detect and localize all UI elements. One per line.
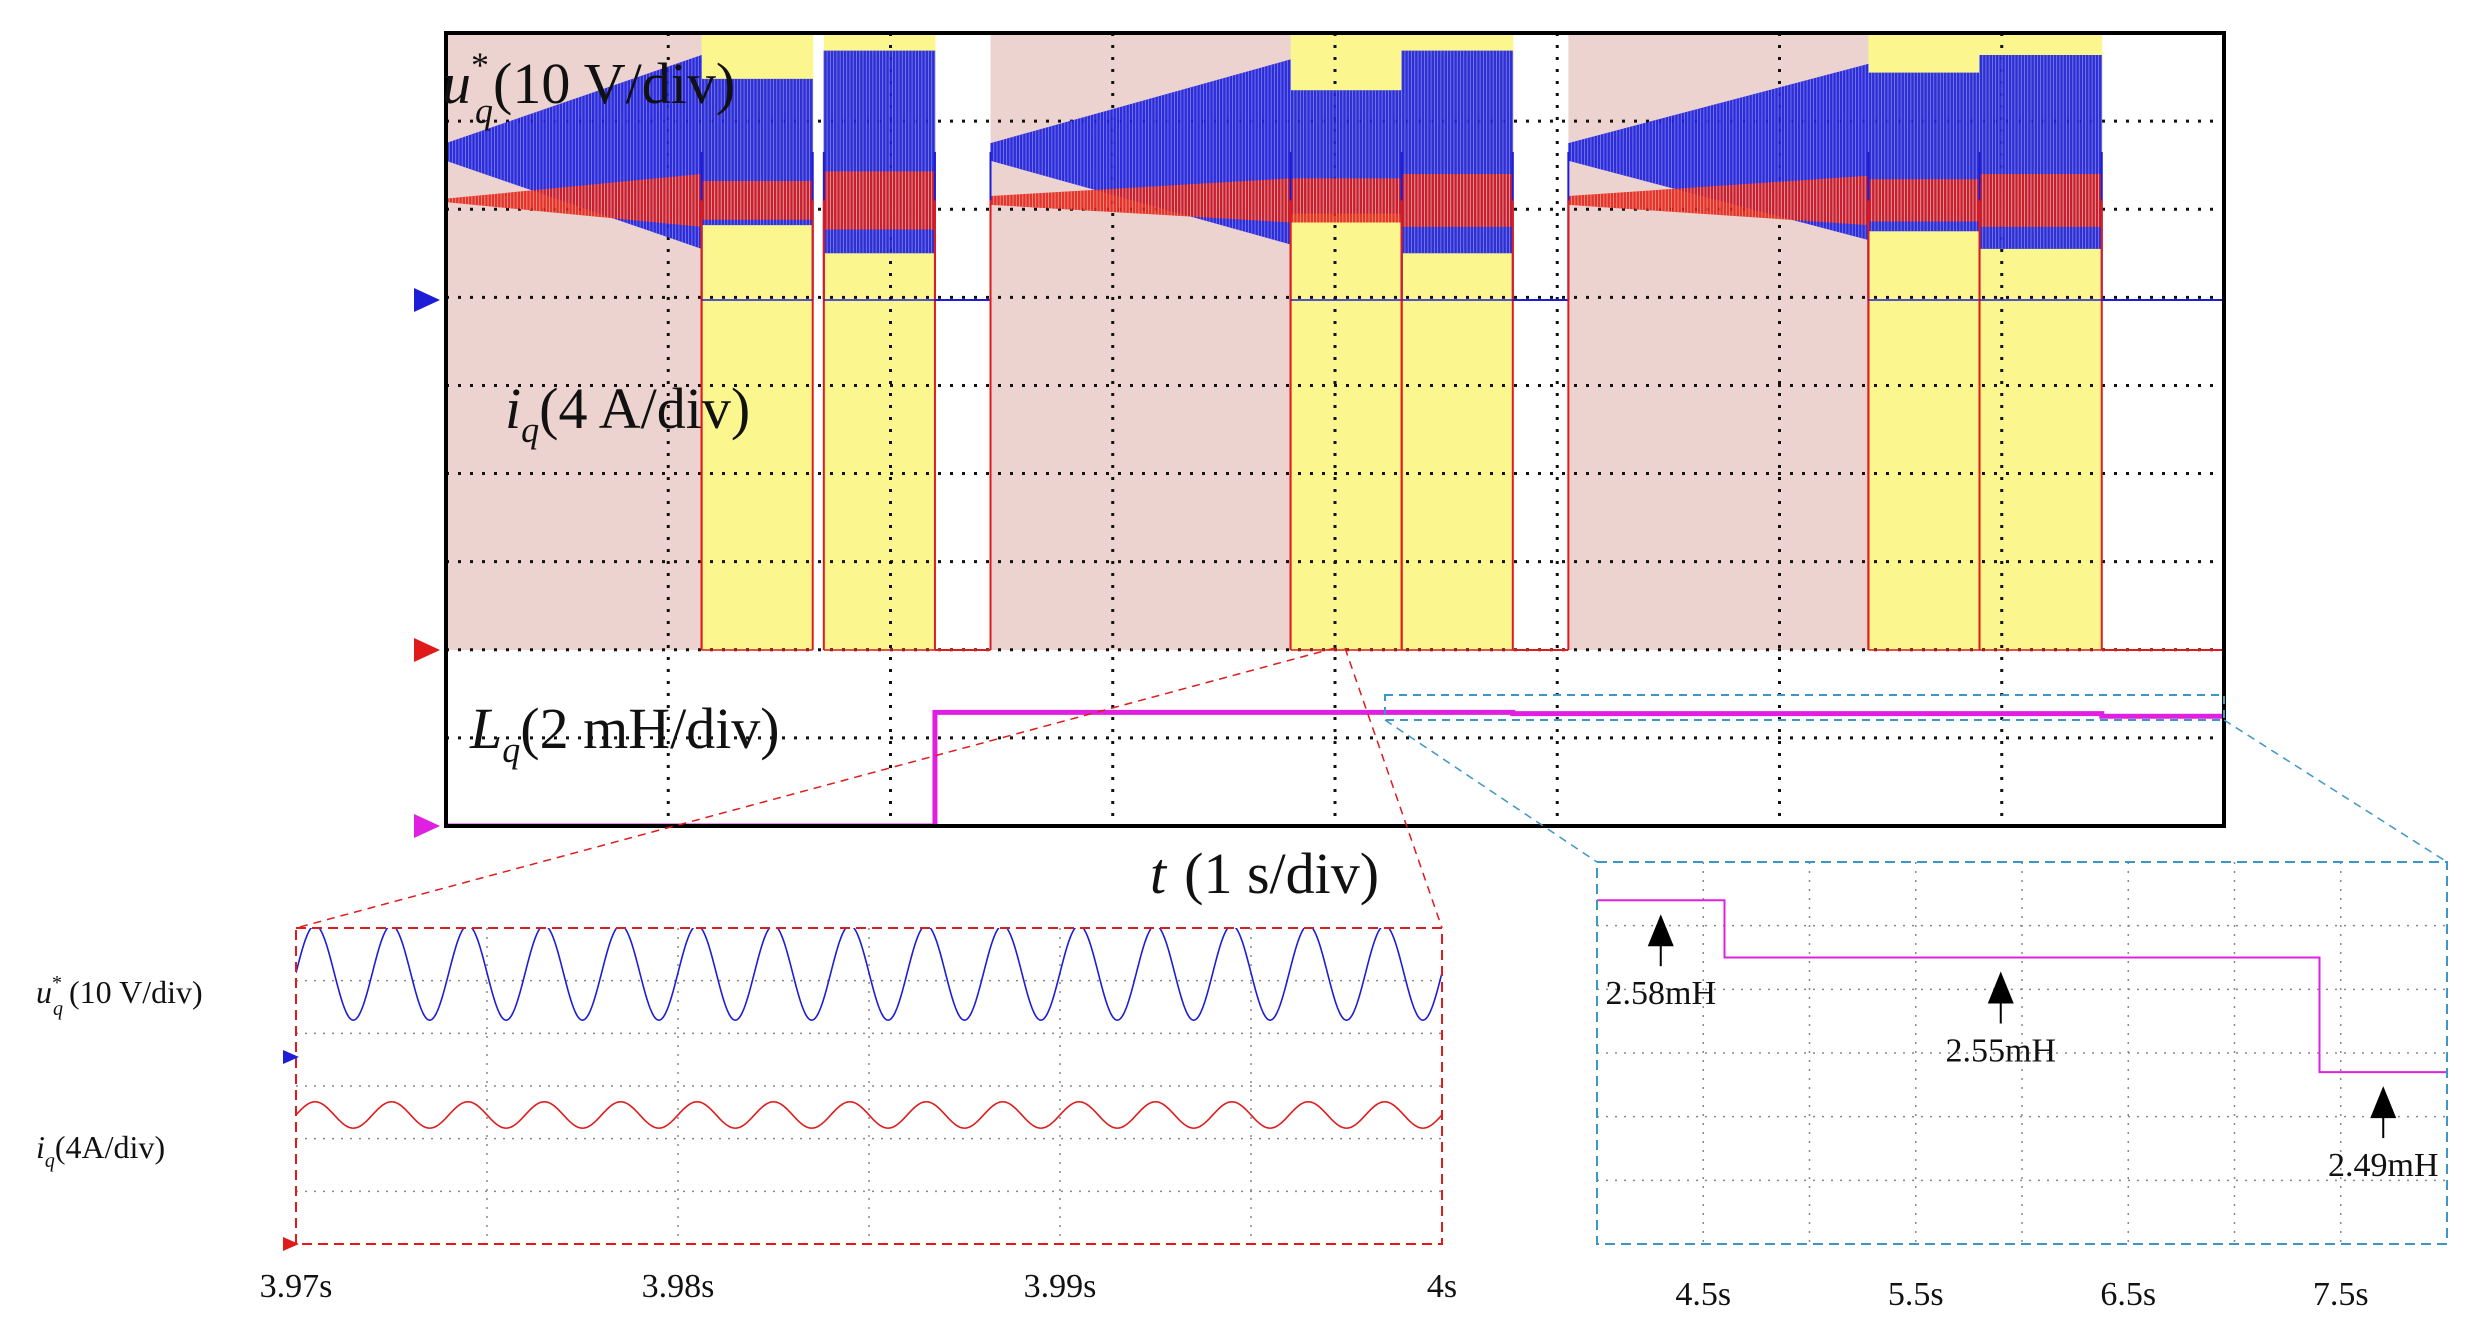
- uq-label-unit: (10 V/div): [493, 51, 735, 116]
- lq-zoom-highlight-box: [1384, 694, 2225, 721]
- zl-uq-unit: (10 V/div): [69, 974, 203, 1010]
- zoom-left-tick-1: 3.98s: [642, 1268, 715, 1305]
- zoom-right-tick-0: 4.5s: [1675, 1276, 1731, 1313]
- iq-oscillation-6: [1401, 173, 1514, 227]
- zoom-right-grid: [1597, 862, 2447, 1244]
- zoom-connector-blue-left: [1384, 719, 1598, 863]
- zoom-left-grid: [296, 928, 1442, 1244]
- iq-label-unit: (4 A/div): [539, 376, 750, 441]
- zl-iq-var: i: [36, 1129, 45, 1165]
- annotation-label-0: 2.58mH: [1606, 975, 1717, 1012]
- uq-label: u* q(10 V/div): [442, 45, 735, 131]
- lq-channel-marker: [414, 814, 440, 838]
- iq-envelope-4: [990, 178, 1291, 223]
- zoom-left-uq-marker: [283, 1050, 299, 1064]
- zoom-connector-red-left: [295, 647, 1336, 929]
- zoom-right-lq-trace: [1597, 899, 2447, 1074]
- lq-label-sub: q: [502, 730, 520, 770]
- zoom-left-iq-trace: [296, 1100, 1442, 1129]
- lq-label: Lq(2 mH/div): [469, 696, 780, 770]
- zoom-left-frame: [295, 927, 1443, 1245]
- iq-oscillation-9: [1868, 179, 1980, 222]
- x-axis-unit: 1 s/div: [1203, 841, 1359, 906]
- main-plot-frame: [444, 31, 2226, 828]
- zl-uq-sub: q: [53, 998, 63, 1020]
- iq-oscillation-0: [446, 173, 702, 227]
- zoom-left-uq-label: u* q (10 V/div): [36, 972, 203, 1020]
- uq-oscillation-10: [1979, 55, 2103, 249]
- annotation-arrowhead-0: [1647, 914, 1674, 947]
- x-axis-title: t (1 s/div): [1150, 841, 1379, 906]
- uq-oscillation-0: [446, 55, 702, 249]
- iq-label: iq(4 A/div): [505, 376, 750, 450]
- zoom-right-annotations: 2.58mH 2.55mH 2.49mH: [1606, 914, 2439, 1184]
- zoom-right-tick-1: 5.5s: [1888, 1276, 1944, 1313]
- zoom-connector-blue-right: [2223, 719, 2448, 863]
- zoom-left-tick-0: 3.97s: [260, 1268, 333, 1305]
- zl-iq-sub: q: [45, 1150, 55, 1172]
- uq-channel-marker: [414, 288, 440, 312]
- x-axis-unit-close: ): [1360, 841, 1379, 906]
- zoom-right-tick-3: 7.5s: [2313, 1276, 2369, 1313]
- zoom-right-tick-labels: 4.5s 5.5s 6.5s 7.5s: [1675, 1276, 2368, 1313]
- lq-label-var: L: [469, 696, 502, 761]
- zoom-connector-red-right: [1344, 647, 1443, 929]
- iq-channel-marker: [414, 638, 440, 662]
- annotation-arrowhead-2: [2370, 1086, 2397, 1119]
- annotation-label-2: 2.49mH: [2328, 1147, 2439, 1184]
- iq-oscillation-1: [701, 181, 814, 220]
- zoom-left-traces: [296, 928, 1442, 1129]
- zl-iq-unit: (4A/div): [55, 1129, 165, 1165]
- annotation-label-1: 2.55mH: [1946, 1033, 2057, 1070]
- uq-label-sub: q: [475, 91, 493, 131]
- main-traces: [446, 50, 2224, 826]
- iq-envelope-8: [1568, 175, 1869, 226]
- x-axis-unit-open: (: [1184, 841, 1203, 906]
- annotation-arrowhead-1: [1987, 971, 2014, 1004]
- zl-uq-var: u: [36, 974, 52, 1010]
- zoom-left-tick-3: 4s: [1427, 1268, 1457, 1305]
- zoom-left-iq-marker: [283, 1237, 299, 1251]
- uq-label-var: u: [442, 51, 471, 116]
- lq-trace: [446, 709, 2224, 826]
- iq-label-var: i: [505, 376, 521, 441]
- zoom-right-tick-2: 6.5s: [2100, 1276, 2156, 1313]
- zoom-left-uq-trace: [296, 928, 1442, 1021]
- zoom-left-tick-labels: 3.97s 3.98s 3.99s 4s: [260, 1268, 1457, 1305]
- zoom-left-tick-2: 3.99s: [1024, 1268, 1097, 1305]
- iq-oscillation-2: [823, 171, 936, 230]
- zoom-left-iq-label: iq(4A/div): [36, 1129, 165, 1172]
- zoom-right-traces: [1597, 899, 2447, 1074]
- x-axis-var: t: [1150, 841, 1168, 906]
- iq-envelope-0: [446, 173, 702, 227]
- zl-uq-sup: *: [52, 972, 62, 994]
- lq-label-unit: (2 mH/div): [520, 696, 779, 761]
- iq-label-sub: q: [521, 410, 539, 450]
- uq-oscillation-1: [701, 78, 814, 226]
- iq-oscillation-5: [1290, 178, 1403, 223]
- uq-label-sup: *: [471, 45, 489, 85]
- zoom-right-frame: [1596, 861, 2448, 1245]
